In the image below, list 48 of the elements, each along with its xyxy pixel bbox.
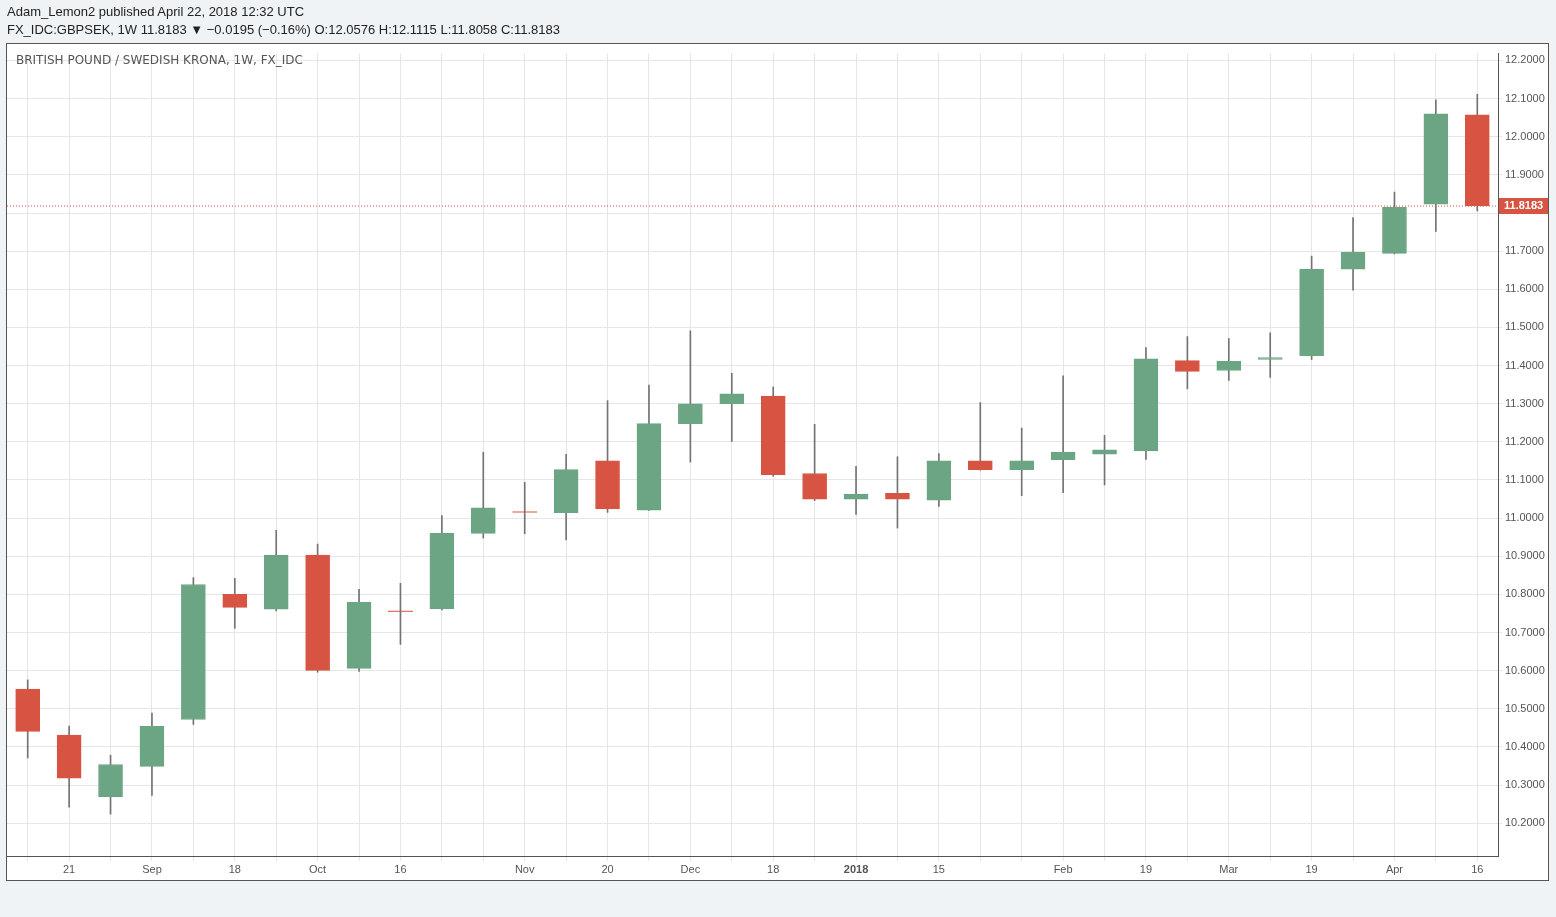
candlestick [967, 402, 993, 471]
x-tick-label: Dec [680, 863, 701, 876]
x-tick-label: 2018 [843, 863, 869, 876]
x-tick-label: Mar [1219, 863, 1239, 876]
x-tick-label: 15 [932, 863, 945, 876]
y-tick-label: 12.1000 [1505, 91, 1545, 104]
y-tick-label: 10.9000 [1505, 549, 1545, 562]
y-tick-label: 10.4000 [1505, 739, 1545, 752]
x-tick-label: 21 [63, 863, 76, 876]
x-tick-label: Sep [142, 863, 162, 876]
y-tick-label: 11.0000 [1505, 511, 1544, 524]
text: FX_IDC:GBPSEK, 1W 11.8183 ▼ −0.0195 (−0.16%) O:12.0576 H:12.1115 L:11.8058 C:11.8183 [7, 22, 560, 37]
y-tick-label: 11.1000 [1505, 473, 1544, 486]
y-tick-label: 11.9000 [1505, 167, 1544, 180]
y-tick-label: 11.4000 [1505, 358, 1544, 371]
x-tick-label: Apr [1385, 863, 1404, 876]
y-tick-label: 11.7000 [1505, 244, 1544, 257]
x-tick-label: 18 [767, 863, 780, 876]
y-tick-label: 10.6000 [1505, 663, 1545, 676]
y-tick-label: 11.2000 [1505, 434, 1544, 447]
y-tick-label: 11.5000 [1505, 320, 1544, 333]
candlestick [1050, 375, 1076, 493]
x-tick-label: 19 [1305, 863, 1318, 876]
y-tick-label: 12.0000 [1505, 129, 1545, 142]
y-tick-label: 11.6000 [1505, 282, 1544, 295]
y-tick-label: 10.3000 [1505, 778, 1545, 791]
text: Adam_Lemon2 published April 22, 2018 12:32 UTC [7, 4, 305, 19]
y-tick-label: 10.8000 [1505, 587, 1545, 600]
candlestick [1257, 332, 1283, 378]
y-tick-label: 10.7000 [1505, 625, 1545, 638]
x-tick-label: 16 [1471, 863, 1484, 876]
x-tick-label: 18 [228, 863, 241, 876]
y-tick-label: 12.2000 [1505, 53, 1545, 66]
candlestick [1340, 217, 1366, 291]
x-tick-label: 19 [1139, 863, 1153, 876]
x-tick-label: Nov [514, 863, 535, 876]
y-tick-label: 10.2000 [1505, 816, 1545, 829]
chart-title: BRITISH POUND / SWEDISH KRONA, 1W, FX_IDC [16, 53, 303, 68]
x-tick-label: Feb [1053, 863, 1073, 876]
candlestick [1216, 338, 1242, 381]
x-tick-label: Oct [309, 863, 327, 876]
candlestick [719, 372, 745, 442]
x-tick-label: 16 [394, 863, 407, 876]
ref-line-label: 11.8183 [1504, 199, 1544, 212]
candlestick [1009, 427, 1035, 496]
y-tick-label: 10.5000 [1505, 701, 1545, 714]
x-tick-label: 20 [601, 863, 614, 876]
y-tick-label: 11.3000 [1505, 396, 1544, 409]
